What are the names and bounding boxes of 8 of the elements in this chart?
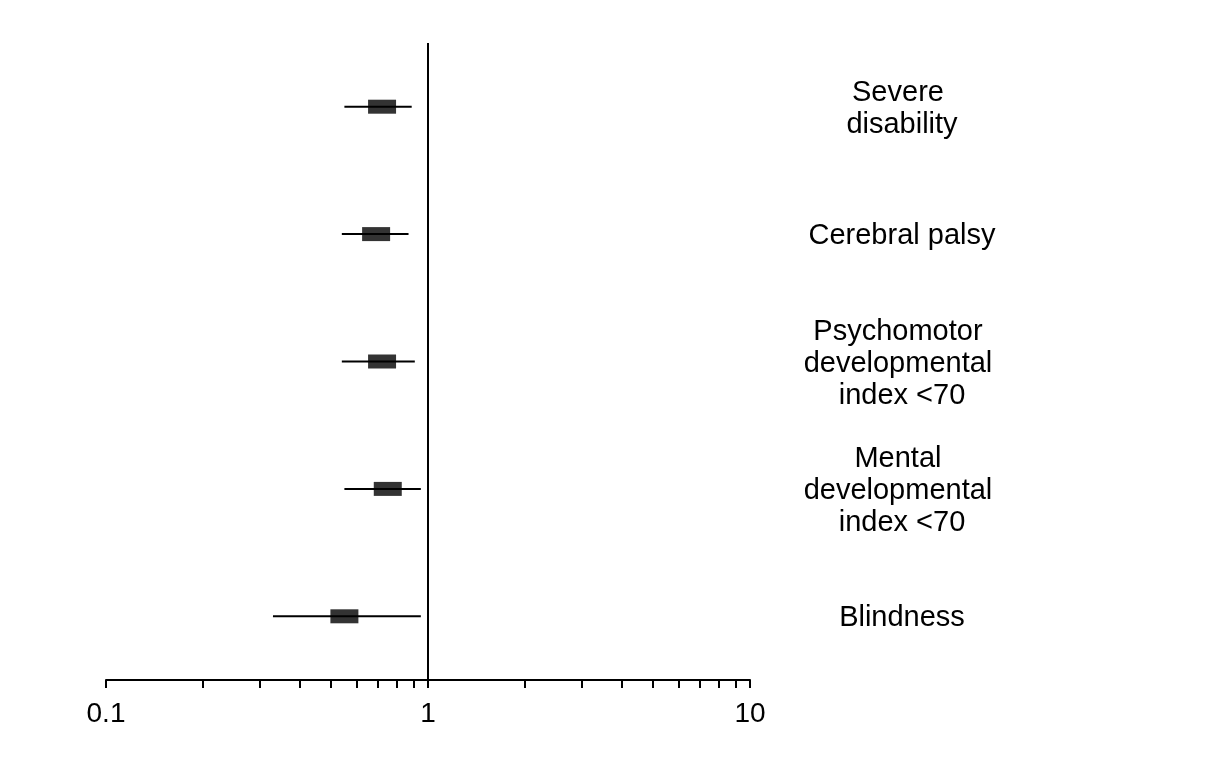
- x-tick-label: 0.1: [86, 696, 126, 728]
- y-tick-label: Psychomotor developmental index <70: [803, 313, 1001, 410]
- y-tick-label: Mental developmental index <70: [803, 440, 1001, 537]
- y-tick-label: Severe disability: [846, 74, 959, 139]
- y-tick-label: Cerebral palsy: [808, 218, 996, 251]
- x-tick-label: 1: [420, 696, 436, 728]
- x-tick-label: 10: [734, 696, 766, 728]
- y-tick-label: Blindness: [839, 600, 965, 633]
